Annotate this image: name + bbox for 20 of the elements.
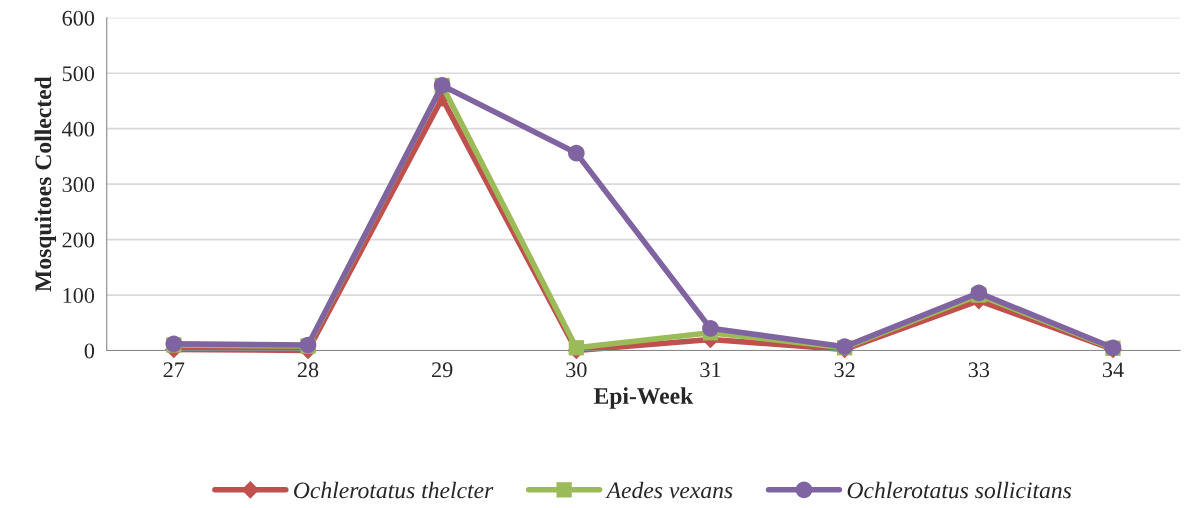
legend-label: Aedes vexans xyxy=(605,481,733,499)
legend-label: Ochlerotatus sollicitans xyxy=(847,481,1072,499)
y-tick-label: 300 xyxy=(62,177,95,193)
y-tick-label: 0 xyxy=(84,343,95,359)
x-tick-label: 29 xyxy=(432,362,453,378)
y-tick-label: 100 xyxy=(63,288,95,303)
x-tick-label: 31 xyxy=(700,362,721,378)
x-tick-label: 34 xyxy=(1102,362,1124,378)
x-tick-label: 30 xyxy=(566,362,587,378)
x-axis-title: Epi-Week xyxy=(593,387,694,409)
x-tick-label: 27 xyxy=(163,362,185,378)
y-tick-label: 600 xyxy=(62,10,95,26)
x-tick-label: 32 xyxy=(834,362,855,378)
legend-label: Ochlerotatus thelcter xyxy=(294,481,494,499)
x-tick-label: 28 xyxy=(297,362,319,378)
y-tick-label: 500 xyxy=(62,66,95,82)
y-axis-title: Mosquitoes Collected xyxy=(34,76,57,292)
y-tick-label: 400 xyxy=(62,121,95,137)
y-tick-label: 200 xyxy=(62,232,95,248)
x-tick-label: 33 xyxy=(968,362,990,378)
